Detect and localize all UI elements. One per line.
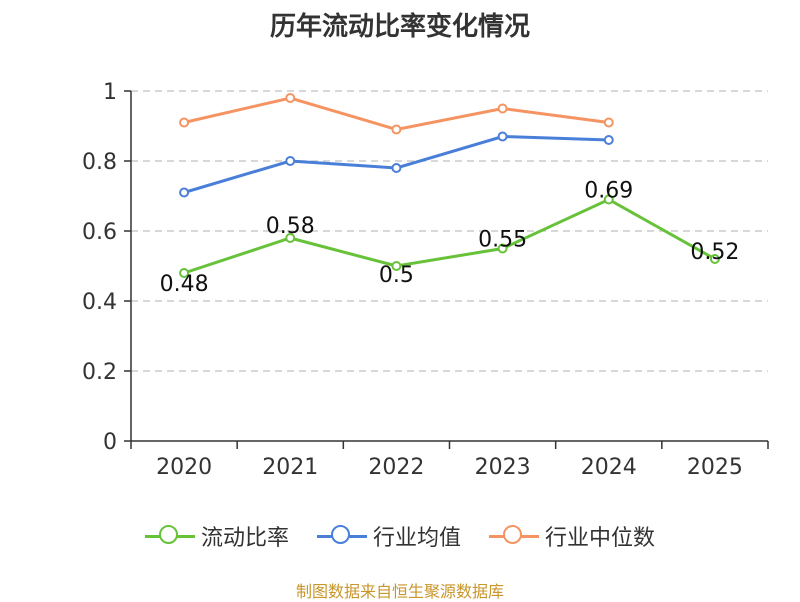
- y-tick-label: 0.2: [82, 360, 117, 385]
- legend-label-current-ratio: 流动比率: [200, 526, 289, 551]
- x-tick-label: 2023: [475, 455, 531, 480]
- series-industry-median-point: [603, 117, 614, 128]
- chart-title: 历年流动比率变化情况: [269, 12, 530, 42]
- legend-item-industry-mean[interactable]: 行业均值: [316, 520, 461, 552]
- data-label: 0.52: [690, 240, 739, 265]
- series-industry-median-point: [285, 93, 296, 103]
- series-industry-mean-point: [391, 163, 402, 173]
- x-tick-label: 2025: [687, 455, 743, 480]
- series-industry-mean-point: [179, 187, 190, 198]
- legend: 流动比率 行业均值 行业中位数: [0, 520, 800, 552]
- data-label: 0.5: [379, 263, 414, 288]
- series-current-ratio-line: [183, 197, 716, 275]
- y-tick-label: 1: [103, 80, 117, 105]
- series-industry-mean-point: [603, 135, 614, 145]
- x-tick-label: 2021: [262, 455, 318, 480]
- x-tick-label: 2022: [368, 455, 424, 480]
- series-current-ratio-point: [285, 233, 296, 243]
- data-label: 0.69: [584, 179, 633, 204]
- data-label: 0.48: [160, 272, 209, 297]
- legend-item-current-ratio[interactable]: 流动比率: [144, 520, 289, 552]
- x-tick-label: 2024: [581, 455, 637, 480]
- x-tick-label: 2020: [156, 455, 212, 480]
- series-current-ratio-point: [709, 254, 720, 264]
- data-label: 0.58: [266, 214, 315, 239]
- series-industry-mean-point: [285, 156, 296, 166]
- y-tick-label: 0.8: [82, 150, 117, 175]
- series-current-ratio-point: [603, 194, 614, 205]
- series-current-ratio-point: [497, 243, 508, 254]
- legend-item-industry-median[interactable]: 行业中位数: [489, 520, 655, 552]
- series-current-ratio-point: [179, 268, 190, 278]
- series-industry-median-point: [497, 103, 508, 114]
- legend-swatch-current-ratio: [144, 524, 195, 548]
- legend-swatch-industry-median: [489, 524, 539, 548]
- y-tick-label: 0: [103, 430, 117, 455]
- data-label: 0.55: [478, 228, 527, 253]
- legend-swatch-industry-mean: [316, 524, 367, 548]
- y-tick-label: 0.4: [82, 290, 117, 315]
- data-source-note: 制图数据来自恒生聚源数据库: [295, 582, 504, 601]
- series-industry-median-point: [179, 117, 190, 128]
- series-industry-median-point: [391, 124, 402, 135]
- y-tick-label: 0.6: [82, 220, 117, 245]
- legend-label-industry-mean: 行业均值: [372, 526, 461, 551]
- legend-label-industry-median: 行业中位数: [545, 526, 656, 551]
- series-current-ratio-point: [391, 261, 402, 271]
- series-industry-mean-point: [497, 131, 508, 142]
